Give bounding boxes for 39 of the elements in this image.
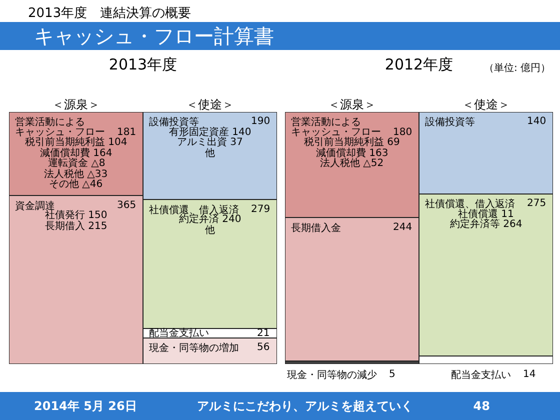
data-label: 56 [257,342,270,353]
text: 2014年 5月 26日 [34,398,137,414]
series-label: 設備投資等 [149,116,199,128]
series-label: 社債償還、借入返済 [425,198,515,210]
series-label: 配当金支払い [451,369,511,381]
x-tick-label: ＜使途＞ [462,98,510,112]
series-label: 現金・同等物の減少 [287,369,377,381]
x-tick-label: ＜源泉＞ [328,98,376,112]
series-label: 営業活動によるキャッシュ・フロー [291,116,381,138]
data-label: 244 [393,222,412,233]
data-label: 279 [251,204,270,215]
series-label: 営業活動によるキャッシュ・フロー [15,116,105,138]
data-label: 365 [117,200,136,211]
data-label: 140 [527,116,546,127]
data-label: 180 [393,127,412,138]
data-label: 21 [257,328,270,339]
series-label: 設備投資等 [425,116,475,128]
text: 2013年度 連結決算の概要 [28,5,192,22]
text: （単位: 億円） [484,62,551,74]
chart-title: 2012年度 [384,56,454,74]
data-label: 275 [527,198,546,209]
annotation: 社債発行 150 長期借入 215 [45,209,108,232]
x-tick-label: ＜使途＞ [186,98,234,112]
data-label: 5 [389,369,396,380]
annotation: 税引前当期純利益 104 減価償却費 164 運転資金 △8 法人税他 △33 その他 △46 [25,136,128,190]
annotation: 社債償還 11 約定弁済等 264 [450,208,522,230]
data-label: 181 [117,127,136,138]
x-tick-label: ＜源泉＞ [52,98,100,112]
data-label: 14 [523,369,536,380]
series-label: 配当金支払い [149,327,209,339]
data-label: 190 [251,116,270,127]
series-label: 現金・同等物の増加 [149,342,239,354]
text: アルミにこだわり、アルミを超えていく [197,398,414,414]
annotation: 税引前当期純利益 69 減価償却費 163 法人税他 △52 [304,136,400,169]
text: キャッシュ・フロー計算書 [0,22,560,50]
series-label: 長期借入金 [291,222,341,234]
chart-title: 2013年度 [108,56,178,74]
annotation: 有形固定資産 140 アルミ出資 37 他 [169,126,252,159]
text: 48 [473,399,490,413]
